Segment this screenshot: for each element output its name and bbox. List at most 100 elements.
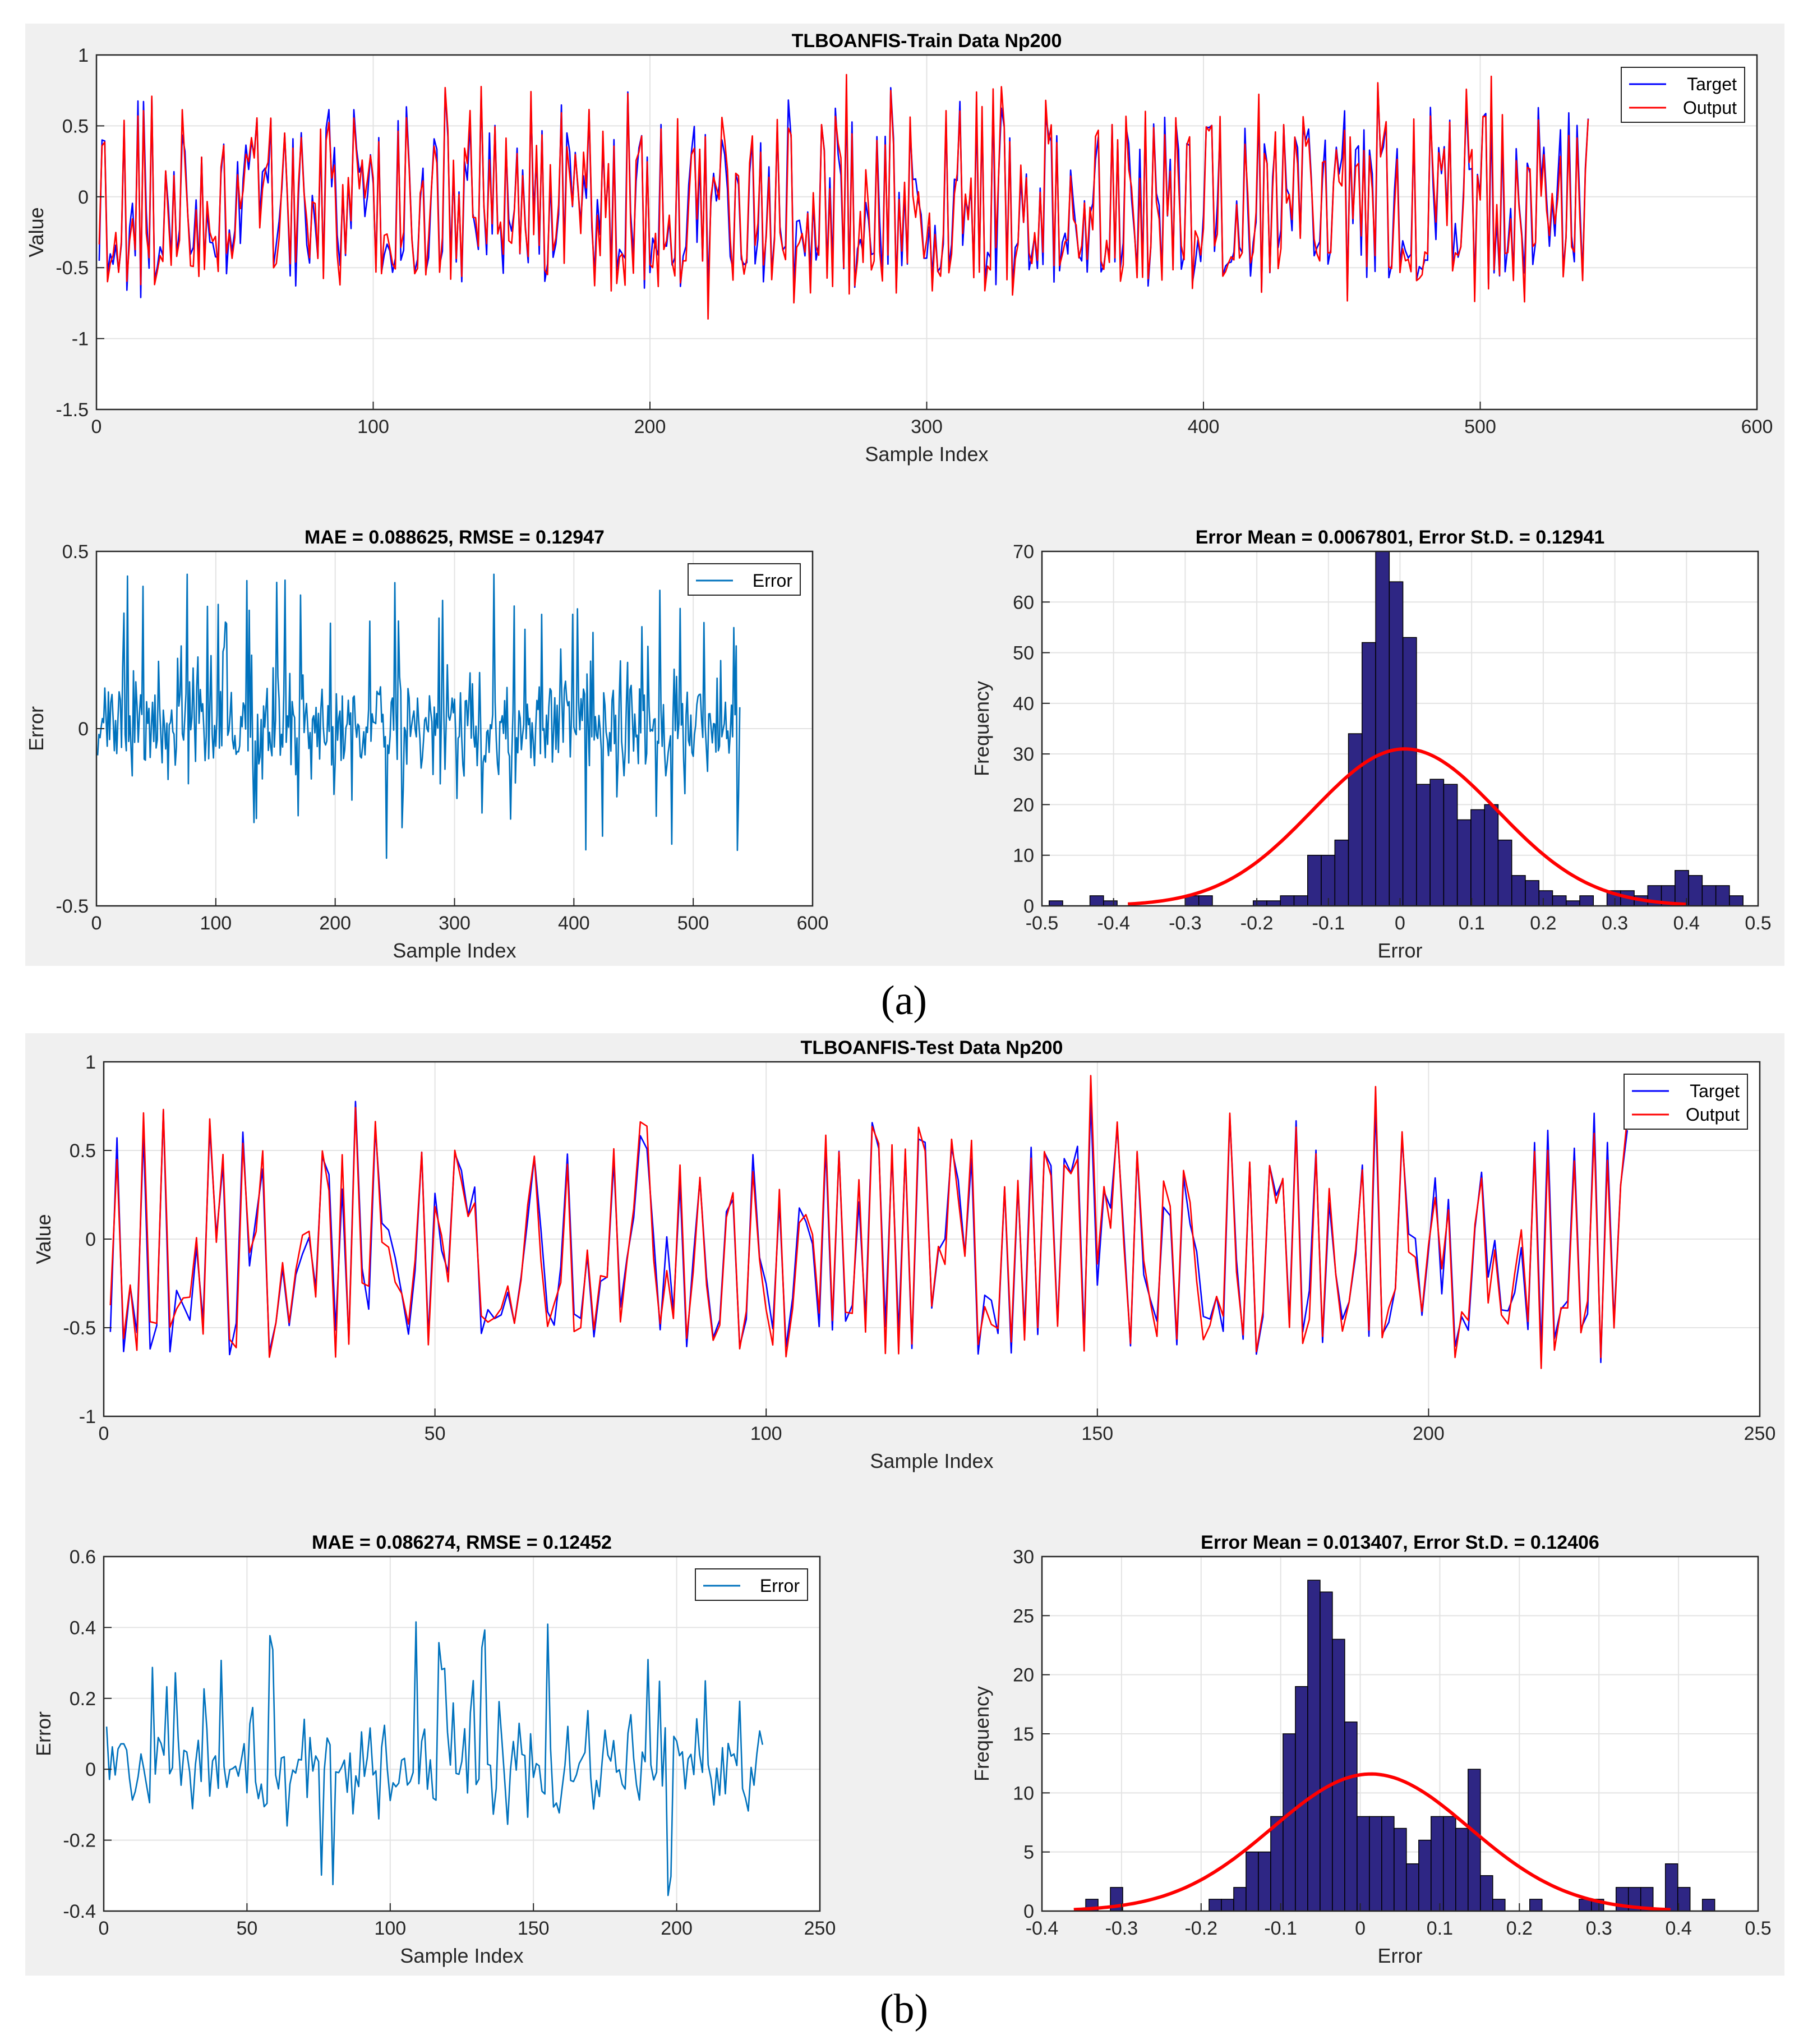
train-hist-xtick-label: 0.1 [1459, 913, 1485, 934]
train-hist-bar [1334, 839, 1349, 906]
train-hist-bar [1252, 900, 1267, 906]
train-hist-bar [1416, 784, 1431, 906]
train-hist-bar [1389, 581, 1404, 906]
test-series-legend [1623, 1074, 1748, 1130]
test-hist-ytick-label: 20 [1013, 1665, 1034, 1686]
train-hist-bar [1456, 819, 1472, 906]
caption-a: (a) [880, 978, 928, 1024]
train-series-ytick-label: -0.5 [56, 257, 89, 279]
train-series-legend [1621, 67, 1745, 123]
test-hist-bar [1307, 1580, 1321, 1912]
test-hist-ytick-label: 10 [1013, 1783, 1034, 1804]
train-hist-bar [1525, 880, 1539, 906]
train-hist-bar [1089, 895, 1104, 906]
train-series-output-line [98, 73, 1589, 320]
train-hist-bar [1280, 895, 1295, 906]
test-series-output-line [109, 1075, 1629, 1369]
train-error-xtick-label: 400 [558, 913, 590, 934]
train-series-xlabel: Sample Index [865, 443, 988, 466]
test-hist-bar [1381, 1816, 1395, 1912]
train-series-title: TLBOANFIS-Train Data Np200 [792, 30, 1062, 52]
test-hist-ylabel: Frequency [970, 1686, 993, 1781]
train-hist-ytick-label: 70 [1013, 541, 1034, 563]
test-error-ytick-label: 0.6 [70, 1546, 96, 1568]
test-hist-bar [1529, 1899, 1543, 1912]
test-hist-xtick-label: 0.2 [1506, 1918, 1533, 1939]
test-error-ytick-label: 0.4 [70, 1617, 96, 1638]
test-hist-xtick-label: -0.1 [1264, 1918, 1297, 1939]
test-error-legend-label-error: Error [760, 1576, 800, 1596]
train-hist-bar [1497, 839, 1512, 906]
train-hist-title: Error Mean = 0.0067801, Error St.D. = 0.… [1196, 527, 1605, 548]
train-series-xtick-label: 200 [634, 416, 666, 438]
test-hist-xtick-label: 0.1 [1427, 1918, 1453, 1939]
train-hist-bar [1688, 875, 1703, 906]
train-hist-bar [1470, 809, 1485, 906]
train-hist-ytick-label: 40 [1013, 693, 1034, 715]
test-series-legend-label-output: Output [1686, 1104, 1740, 1125]
train-hist-bar [1701, 885, 1717, 906]
test-hist-xlabel: Error [1378, 1944, 1423, 1967]
test-hist-bar [1418, 1839, 1432, 1912]
test-hist-bar [1246, 1851, 1259, 1912]
train-hist-xlabel: Error [1378, 939, 1423, 962]
train-series-ytick-label: 0.5 [62, 116, 89, 137]
test-hist-bar [1677, 1887, 1691, 1912]
test-hist-bar [1369, 1816, 1382, 1912]
test-hist-bar [1394, 1827, 1407, 1912]
train-series-xtick-label: 500 [1464, 416, 1496, 438]
test-hist-bar [1443, 1816, 1456, 1912]
train-series-legend-label-target: Target [1687, 74, 1737, 94]
train-error-xlabel: Sample Index [393, 939, 516, 962]
caption-b: (b) [879, 1986, 929, 2032]
test-hist-ytick-label: 30 [1013, 1546, 1034, 1568]
test-histogram-chart: -0.4 -0.3 -0.2 -0.1 0 0.1 0.2 0.3 0.4 0.5 0 5 10 15 20… [970, 1532, 1772, 1967]
test-hist-ytick-label: 0 [1023, 1901, 1034, 1922]
train-hist-bar [1375, 551, 1390, 906]
train-hist-xtick-label: 0.3 [1602, 913, 1628, 934]
train-hist-bar [1566, 900, 1580, 906]
test-hist-bar [1431, 1816, 1444, 1912]
train-series-legend-label-output: Output [1683, 98, 1737, 118]
test-hist-bar [1455, 1827, 1469, 1912]
test-error-xtick-label: 150 [518, 1918, 550, 1939]
test-hist-normal-fit-curve [1073, 1772, 1671, 1912]
test-hist-bar [1357, 1816, 1370, 1912]
test-error-xtick-label: 0 [99, 1918, 109, 1939]
train-series-xtick-label: 400 [1188, 416, 1220, 438]
train-series-ytick-label: 0 [78, 187, 89, 208]
train-series-xtick-label: 100 [357, 416, 389, 438]
test-error-xtick-label: 50 [236, 1918, 257, 1939]
train-error-ylabel: Error [25, 706, 48, 751]
test-series-ytick-label: 0 [85, 1229, 96, 1250]
train-hist-bar [1402, 637, 1417, 906]
train-hist-bar [1715, 885, 1730, 906]
test-series-ylabel: Value [32, 1214, 55, 1264]
test-error-title: MAE = 0.086274, RMSE = 0.12452 [312, 1532, 612, 1553]
test-error-chart: 0 50 100 150 200 250 -0.4 -0.2 0 0.2 0.4 0.6 MAE = 0… [32, 1532, 836, 1967]
train-hist-bar [1362, 642, 1376, 906]
train-hist-bar [1538, 890, 1553, 906]
train-hist-bar [1729, 895, 1744, 906]
train-hist-xtick-label: -0.1 [1312, 913, 1345, 934]
test-series-xtick-label: 200 [1413, 1423, 1445, 1444]
train-error-xtick-label: 0 [91, 913, 102, 934]
test-series-xtick-label: 150 [1081, 1423, 1113, 1444]
test-error-ytick-label: -0.4 [63, 1901, 96, 1922]
test-series-chart: 0 50 100 150 200 250 -1 -0.5 0 0.5 1 TLBOANFIS-Test… [32, 1037, 1775, 1472]
test-series-ytick-label: 1 [85, 1052, 96, 1073]
test-error-xtick-label: 250 [804, 1918, 836, 1939]
test-series-xtick-label: 100 [750, 1423, 782, 1444]
test-hist-bar [1492, 1899, 1506, 1912]
test-hist-bar [1468, 1769, 1481, 1912]
test-series-ytick-label: 0.5 [70, 1140, 96, 1162]
test-hist-xtick-label: 0 [1355, 1918, 1366, 1939]
train-error-error-line [96, 573, 741, 859]
train-error-legend-label-error: Error [753, 570, 792, 591]
test-error-xtick-label: 100 [374, 1918, 406, 1939]
test-hist-xtick-label: -0.3 [1105, 1918, 1138, 1939]
train-hist-bar [1443, 784, 1458, 906]
test-hist-bar [1344, 1721, 1358, 1912]
train-hist-ytick-label: 10 [1013, 845, 1034, 867]
